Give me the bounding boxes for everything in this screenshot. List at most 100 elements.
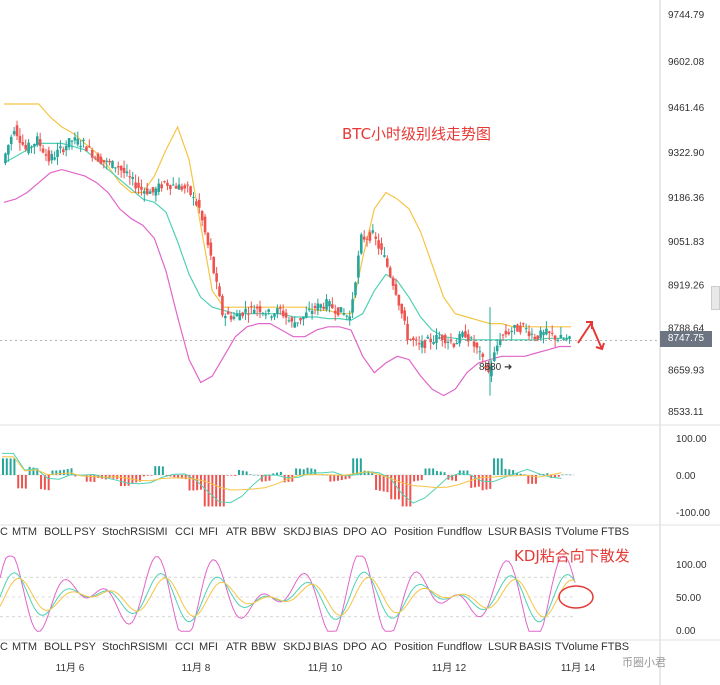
indicator-tab-skdj[interactable]: SKDJ (283, 526, 312, 538)
candle-body (440, 335, 444, 341)
up-arrow-icon (577, 321, 593, 344)
candle-body (539, 330, 542, 339)
indicator-tab-psy[interactable]: PSY (74, 526, 97, 538)
candle-body (143, 191, 146, 194)
macd-bar (165, 475, 168, 476)
candle-body (27, 142, 30, 154)
candle-body (111, 160, 114, 168)
macd-bar (21, 475, 24, 489)
kdj-annotation: KDJ粘合向下散发 (514, 547, 630, 565)
indicator-tab-ftbs[interactable]: FTBS (601, 526, 630, 538)
indicator-tab-boll[interactable]: BOLL (44, 526, 73, 538)
candle-body (247, 313, 250, 315)
indicator-tab-lsur[interactable]: LSUR (488, 526, 518, 538)
macd-bar (287, 475, 290, 482)
indicator-tab-cci[interactable]: CCI (175, 526, 194, 538)
indicator-tab-fundflow[interactable]: Fundflow (437, 526, 482, 538)
indicator-tab-ftbs[interactable]: FTBS (601, 641, 630, 653)
indicator-tab-bbw[interactable]: BBW (251, 641, 277, 653)
candle-body (270, 316, 273, 318)
macd-bar (378, 475, 381, 491)
indicator-tab-c[interactable]: C (0, 641, 8, 653)
indicator-tab-skdj[interactable]: SKDJ (283, 641, 312, 653)
macd-bar (180, 475, 183, 479)
indicator-tab-cci[interactable]: CCI (175, 641, 194, 653)
candle-body (365, 238, 369, 240)
indicator-tab-atr[interactable]: ATR (226, 641, 248, 653)
indicator-tab-bias[interactable]: BIAS (313, 641, 339, 653)
candle-body (148, 191, 152, 194)
date-tick-label: 11月 6 (56, 662, 85, 674)
indicator-tab-smi[interactable]: SMI (148, 641, 168, 653)
macd-bar (550, 475, 553, 479)
candle-body (414, 339, 418, 341)
candle-body (250, 306, 253, 308)
macd-bar (43, 475, 46, 490)
indicator-tab-tvolume[interactable]: TVolume (555, 641, 599, 653)
candle-body (331, 304, 334, 309)
macd-bar (249, 474, 252, 475)
indicator-tab-stochrsi[interactable]: StochRSI (102, 641, 149, 653)
candle-body (464, 331, 467, 338)
price-scale-handle[interactable] (711, 286, 720, 310)
indicator-tab-position[interactable]: Position (394, 526, 434, 538)
macd-bar (24, 475, 27, 489)
candle-body (82, 139, 85, 141)
low-price-label: 8580 ➜ (479, 362, 513, 373)
macd-bar (230, 475, 233, 476)
indicator-tab-c[interactable]: C (0, 526, 8, 538)
candle-body (487, 363, 490, 373)
macd-bar (493, 458, 496, 475)
candle-body (553, 335, 557, 340)
indicator-tab-fundflow[interactable]: Fundflow (437, 641, 482, 653)
indicator-tab-stochrsi[interactable]: StochRSI (102, 526, 149, 538)
macd-bar (51, 470, 54, 475)
macd-bar (260, 475, 263, 482)
candle-body (88, 146, 91, 148)
indicator-tab-bbw[interactable]: BBW (251, 526, 277, 538)
macd-bar (527, 475, 530, 484)
candle-body (258, 306, 262, 313)
indicator-tab-ao[interactable]: AO (371, 641, 387, 653)
indicator-tab-dpo[interactable]: DPO (343, 526, 367, 538)
indicator-tab-smi[interactable]: SMI (148, 526, 168, 538)
macd-bar (142, 475, 145, 477)
indicator-tab-tvolume[interactable]: TVolume (555, 526, 599, 538)
indicator-tab-dpo[interactable]: DPO (343, 641, 367, 653)
macd-tick-label: 100.00 (676, 434, 707, 445)
macd-bar (546, 473, 549, 475)
indicator-tab-basis[interactable]: BASIS (519, 526, 552, 538)
macd-bar (481, 475, 484, 491)
indicator-tab-bias[interactable]: BIAS (313, 526, 339, 538)
indicator-tab-atr[interactable]: ATR (226, 526, 248, 538)
indicator-tab-mfi[interactable]: MFI (199, 526, 218, 538)
candle-body (287, 320, 291, 322)
candle-body (377, 240, 380, 249)
macd-bar (485, 475, 488, 490)
indicator-tab-mfi[interactable]: MFI (199, 641, 218, 653)
indicator-tab-boll[interactable]: BOLL (44, 641, 73, 653)
candle-body (296, 322, 299, 324)
candle-body (122, 167, 126, 173)
candle-body (519, 325, 522, 333)
candle-body (507, 332, 511, 335)
indicator-tab-mtm[interactable]: MTM (12, 526, 38, 538)
indicator-tab-psy[interactable]: PSY (74, 641, 97, 653)
kdj-tick-label: 100.00 (676, 560, 707, 571)
indicator-tab-position[interactable]: Position (394, 641, 434, 653)
candle-body (565, 338, 568, 340)
candle-body (386, 258, 389, 267)
macd-bar (569, 474, 572, 476)
candle-body (412, 337, 415, 341)
indicator-tabs-row-2: C MTM BOLL PSY StochRSI SMI CCI MFI ATR BBW SKDJ BI… (0, 641, 660, 659)
macd-bar (458, 470, 461, 475)
candle-body (559, 334, 563, 339)
indicator-tab-lsur[interactable]: LSUR (488, 641, 518, 653)
candle-body (261, 312, 265, 314)
indicator-tab-ao[interactable]: AO (371, 526, 387, 538)
macd-bar (523, 474, 526, 476)
indicator-tab-basis[interactable]: BASIS (519, 641, 552, 653)
indicator-tab-mtm[interactable]: MTM (12, 641, 38, 653)
macd-bar (28, 466, 31, 475)
